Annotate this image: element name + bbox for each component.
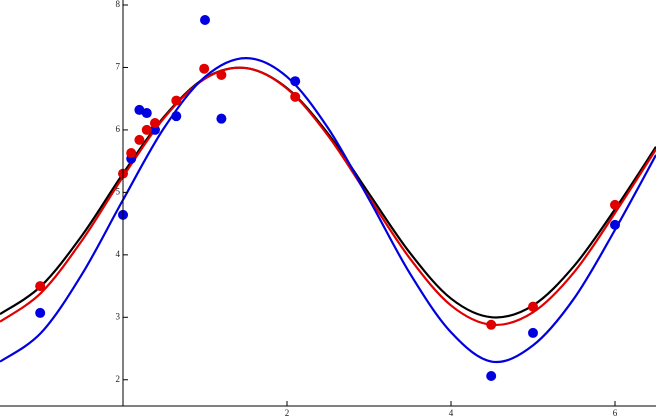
data-point — [486, 371, 497, 382]
fit-curve — [0, 66, 656, 327]
data-point — [216, 69, 227, 80]
data-point — [149, 124, 160, 135]
data-point — [35, 307, 46, 318]
data-point — [149, 118, 160, 129]
x-tick-label: 4 — [449, 408, 454, 418]
data-point — [610, 219, 620, 230]
data-point — [134, 134, 145, 145]
y-tick-label: 2 — [116, 374, 121, 384]
data-point — [528, 327, 538, 338]
y-tick-label: 4 — [116, 249, 121, 259]
data-point — [216, 113, 227, 124]
plot-area — [0, 14, 656, 382]
fit-curve — [0, 56, 656, 364]
y-tick-label: 6 — [116, 124, 121, 134]
data-point — [486, 319, 497, 330]
data-point — [528, 301, 538, 312]
x-tick-label: 2 — [285, 408, 290, 418]
data-point — [141, 108, 152, 119]
x-tick-label: 6 — [613, 408, 618, 418]
data-point — [610, 199, 620, 210]
y-tick-label: 5 — [116, 186, 121, 196]
y-tick-label: 8 — [116, 0, 121, 9]
y-tick-label: 7 — [116, 62, 121, 72]
data-point — [141, 124, 152, 135]
data-point — [200, 14, 210, 25]
data-point — [199, 63, 210, 74]
y-tick-label: 3 — [116, 311, 121, 321]
data-point — [290, 76, 301, 87]
data-point — [171, 111, 182, 122]
fit-curve — [0, 66, 656, 319]
data-point — [290, 91, 301, 102]
data-point — [171, 95, 182, 106]
data-point — [126, 148, 137, 159]
data-point — [35, 281, 46, 292]
